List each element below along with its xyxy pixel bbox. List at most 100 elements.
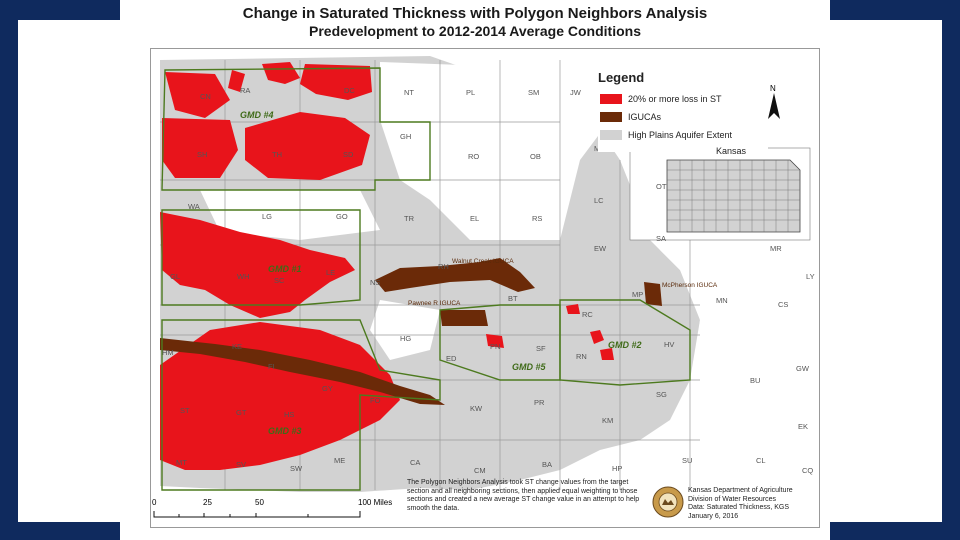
north-arrow-icon: N (764, 84, 784, 120)
county-label: ED (446, 354, 457, 363)
county-label: GO (336, 212, 348, 221)
scale-tick: 0 (152, 498, 157, 507)
county-label: CL (756, 456, 766, 465)
county-label: HV (664, 340, 675, 349)
legend-swatch-red (600, 94, 622, 104)
county-label: MR (770, 244, 782, 253)
county-label: JW (570, 88, 581, 97)
legend-item-iguca: IGUCAs (600, 112, 661, 122)
county-label: KM (602, 416, 614, 425)
agency-credit: Kansas Department of Agriculture Divisio… (688, 487, 818, 521)
county-label: OT (656, 182, 667, 191)
gmd-label: GMD #1 (268, 264, 302, 274)
county-label: SU (682, 456, 693, 465)
gmd-boundaries (161, 67, 691, 491)
county-label: DC (344, 86, 355, 95)
county-label: WA (188, 202, 200, 211)
inset-title: Kansas (716, 146, 747, 156)
county-label: KW (470, 404, 483, 413)
gmd-label: GMD #5 (512, 362, 546, 372)
county-label: GY (322, 384, 333, 393)
county-label: RC (582, 310, 593, 319)
county-label: GH (400, 132, 412, 141)
county-label: PR (534, 398, 545, 407)
county-label: CN (200, 92, 211, 101)
county-label: FI (268, 362, 275, 371)
county-label: RA (240, 86, 251, 95)
county-label: LE (326, 268, 336, 277)
county-label: EL (470, 214, 480, 223)
county-label: SF (536, 344, 546, 353)
county-label: HS (284, 410, 295, 419)
iguca-label: Walnut Creek IGUCA (452, 258, 514, 265)
iguca-label: McPherson IGUCA (662, 282, 718, 289)
county-label: HP (612, 464, 623, 473)
gmd-label: GMD #3 (268, 426, 302, 436)
county-label: KE (232, 342, 243, 351)
county-label: LG (262, 212, 273, 221)
scale-tick: 50 (255, 498, 264, 507)
agency-line: Kansas Department of Agriculture (688, 487, 793, 494)
county-label: EW (594, 244, 607, 253)
county-label: TH (272, 150, 282, 159)
county-label: RN (576, 352, 587, 361)
scale-bar: 0 25 50 100 Miles (152, 498, 402, 522)
county-label: NT (404, 88, 414, 97)
county-label: SC (274, 276, 285, 285)
map-title: Change in Saturated Thickness with Polyg… (242, 5, 708, 22)
legend-item-aquifer: High Plains Aquifer Extent (600, 130, 732, 140)
county-label: SD (343, 150, 354, 159)
map-subtitle: Predevelopment to 2012-2014 Average Cond… (309, 23, 641, 39)
frame-left (0, 0, 18, 540)
north-label: N (770, 84, 776, 93)
frame-left-top (0, 0, 120, 20)
county-label: RS (532, 214, 543, 223)
legend-title: Legend (598, 70, 645, 85)
county-label: BT (508, 294, 518, 303)
gmd-label: GMD #4 (240, 110, 274, 120)
county-label: MN (716, 296, 728, 305)
county-label: MP (632, 290, 644, 299)
county-label: CQ (802, 466, 814, 475)
frame-left-bottom (0, 522, 120, 540)
county-label: NS (370, 278, 381, 287)
iguca-areas (160, 258, 662, 405)
county-label: ST (180, 406, 190, 415)
county-label: BA (542, 460, 553, 469)
county-label: SH (197, 150, 208, 159)
scale-tick: 100 Miles (358, 498, 393, 507)
agency-line: Data: Saturated Thickness, KGS (688, 504, 790, 511)
legend-label: 20% or more loss in ST (628, 94, 722, 104)
county-label: HG (400, 334, 412, 343)
county-label: ME (334, 456, 346, 465)
iguca-label: Pawnee R IGUCA (408, 300, 461, 307)
frame-right-bottom (830, 522, 960, 540)
frame-right (942, 0, 960, 540)
county-label: OB (530, 152, 541, 161)
county-label: SA (656, 234, 667, 243)
agency-line: Division of Water Resources (688, 495, 777, 503)
gmd-label: GMD #2 (608, 340, 642, 350)
kansas-inset (629, 147, 811, 241)
county-label: SW (290, 464, 303, 473)
county-label: LY (806, 272, 815, 281)
county-label: EK (798, 422, 809, 431)
county-label: PL (466, 88, 476, 97)
county-label: SM (528, 88, 540, 97)
legend-label: High Plains Aquifer Extent (628, 130, 733, 140)
kda-seal-icon (652, 486, 684, 518)
county-label: SG (656, 390, 667, 399)
legend: Legend 20% or more loss in ST IGUCAs Hig… (598, 70, 768, 152)
county-label: GL (170, 272, 181, 281)
county-label: WH (237, 272, 250, 281)
county-label: PN (490, 342, 501, 351)
legend-label: IGUCAs (628, 112, 662, 122)
county-label: TR (404, 214, 414, 223)
county-label: SV (236, 460, 247, 469)
legend-swatch-gray (600, 130, 622, 140)
county-label: CA (410, 458, 421, 467)
county-label: GW (796, 364, 809, 373)
scale-tick: 25 (203, 498, 212, 507)
county-label: CM (474, 466, 486, 475)
